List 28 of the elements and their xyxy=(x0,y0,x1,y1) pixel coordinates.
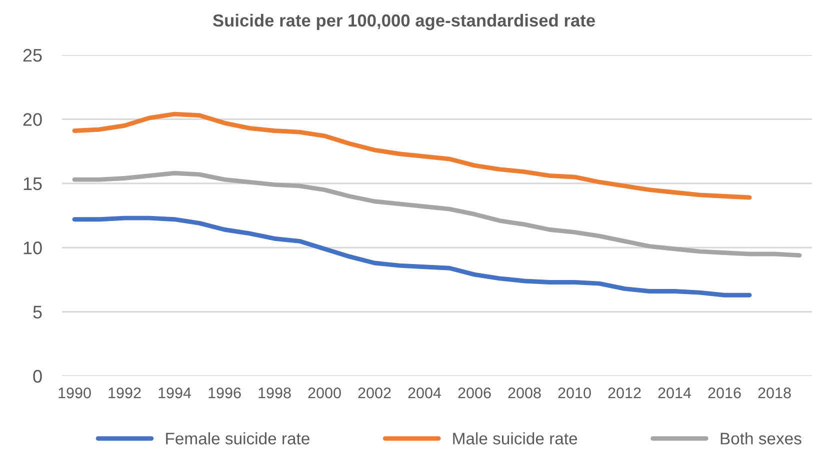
y-tick-label: 5 xyxy=(33,306,42,319)
x-tick-label: 2018 xyxy=(758,388,791,398)
x-tick-label: 2010 xyxy=(558,388,591,398)
legend-label: Female suicide rate xyxy=(166,432,310,444)
legend-label: Both sexes xyxy=(720,432,802,444)
x-tick-label: 2016 xyxy=(708,388,741,398)
x-tick-label: 2008 xyxy=(508,388,541,398)
line-series xyxy=(72,216,752,298)
legend-label: Male suicide rate xyxy=(453,432,578,444)
x-tick-label: 1992 xyxy=(108,388,141,398)
x-tick-label: 1998 xyxy=(258,388,291,398)
y-tick-label: 25 xyxy=(23,48,42,62)
x-tick-label: 2000 xyxy=(308,388,341,398)
x-tick-label: 2004 xyxy=(408,388,442,398)
x-tick-label: 1990 xyxy=(58,388,91,398)
x-tick-label: 2006 xyxy=(458,388,491,398)
y-tick-label: 15 xyxy=(24,178,42,190)
x-tick-label: 2014 xyxy=(658,388,692,398)
x-tick-label: 2002 xyxy=(358,388,391,398)
line-series xyxy=(72,170,802,258)
y-tick-label: 10 xyxy=(24,242,42,254)
x-tick-label: 2012 xyxy=(608,388,641,398)
line-series xyxy=(72,112,752,200)
y-tick-label: 0 xyxy=(33,370,42,383)
x-tick-label: 1994 xyxy=(158,388,192,398)
x-tick-label: 1996 xyxy=(208,388,241,398)
chart-title: Suicide rate per 100,000 age-standardised rate xyxy=(212,14,595,30)
y-tick-label: 20 xyxy=(23,113,42,126)
